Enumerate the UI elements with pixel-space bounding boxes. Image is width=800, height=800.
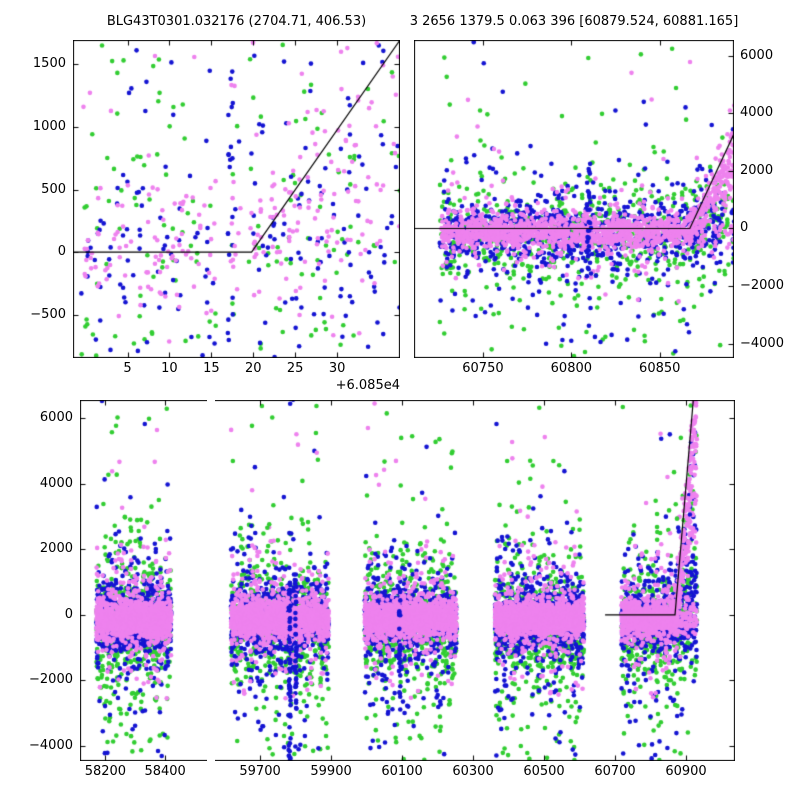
x-tick-label: 59900 [310,764,352,779]
y-tick-label: 500 [41,181,66,197]
y-tick-label: −4000 [740,335,784,351]
y-tick-label: 1000 [32,118,66,134]
y-tick-label: −4000 [29,737,73,753]
x-tick-label: 15 [203,361,220,376]
axes-title-right: 3 2656 1379.5 0.063 396 [60879.524, 6088… [409,14,739,29]
y-tick-label: 6000 [39,410,73,426]
y-tick-label: −2000 [740,278,784,294]
panel-top-left [73,40,400,358]
axes-title-left: BLG43T0301.032176 (2704.71, 406.53) [106,14,367,29]
x-tick-label: 58200 [84,764,127,779]
x-tick-label: 60100 [381,764,423,779]
y-tick-label: 6000 [740,47,774,63]
x-tick-label: 60300 [452,764,494,779]
y-tick-label: 4000 [39,475,73,491]
y-tick-label: 2000 [39,541,73,557]
scatter-canvas-bottom-right [215,400,735,761]
x-tick-label: 60750 [462,361,504,376]
y-tick-label: 1500 [32,56,66,72]
scatter-canvas-top-right [414,40,734,358]
scatter-canvas-bottom-left [80,400,207,761]
panel-bottom-left [80,400,207,761]
y-tick-label: 0 [57,244,66,260]
y-tick-label: 4000 [740,105,774,121]
panel-bottom-right [215,400,735,761]
x-tick-label: 20 [244,361,262,376]
x-tick-label: 59700 [239,764,281,779]
y-tick-label: −2000 [29,672,73,688]
y-tick-label: 2000 [740,162,774,178]
x-tick-label: 58400 [144,764,186,779]
x-axis-offset-label: +6.085e4 [335,378,400,393]
x-tick-label: 60850 [639,361,681,376]
x-tick-label: 5 [123,361,132,376]
scatter-canvas-top-left [73,40,400,358]
x-tick-label: 60800 [550,361,593,376]
y-tick-label: 0 [64,606,73,622]
x-tick-label: 25 [286,361,304,376]
y-tick-label: 0 [740,220,749,236]
y-tick-label: −500 [30,306,66,322]
x-tick-label: 30 [328,361,346,376]
x-tick-label: 60900 [665,764,707,779]
x-tick-label: 10 [161,361,178,376]
panel-top-right [414,40,734,358]
x-tick-label: 60500 [523,764,565,779]
x-tick-label: 60700 [594,764,636,779]
